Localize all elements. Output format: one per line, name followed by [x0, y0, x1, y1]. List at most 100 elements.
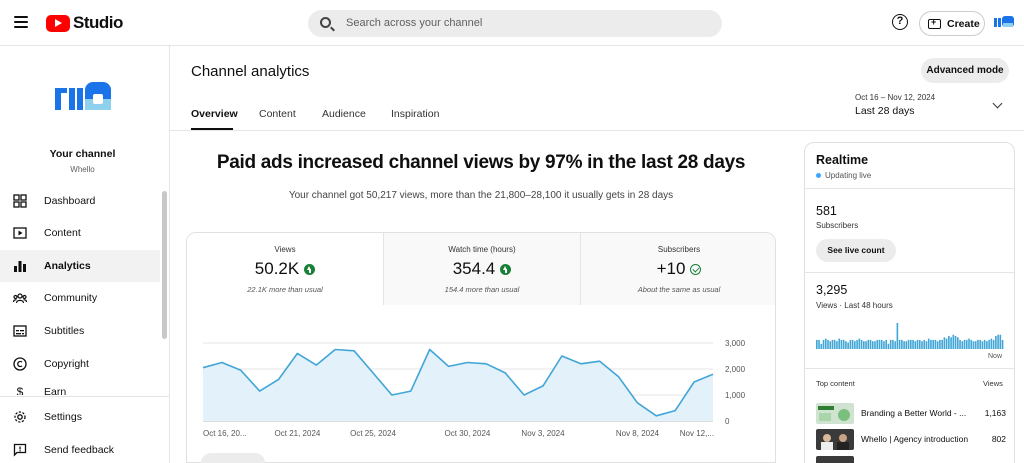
- realtime-bar: [885, 339, 887, 349]
- realtime-bar: [831, 339, 834, 349]
- realtime-bar: [997, 334, 999, 349]
- sidebar-item-subtitles[interactable]: Subtitles: [0, 315, 160, 347]
- realtime-bar: [898, 339, 901, 349]
- sidebar-item-send-feedback[interactable]: Send feedback: [0, 434, 160, 463]
- realtime-subscribers: 581: [816, 204, 837, 218]
- content-icon: [13, 227, 27, 239]
- help-icon[interactable]: ?: [892, 14, 908, 30]
- realtime-bar: [887, 343, 890, 349]
- date-range: Oct 16 – Nov 12, 2024: [855, 93, 936, 102]
- realtime-bar: [858, 338, 861, 349]
- see-more-button[interactable]: [201, 453, 265, 463]
- metric-tab-subscribers[interactable]: Subscribers +10 About the same as usual: [581, 233, 775, 305]
- metric-label: Watch time (hours): [448, 245, 516, 254]
- tab-overview[interactable]: Overview: [191, 108, 238, 120]
- realtime-bar: [876, 339, 879, 349]
- tab-content[interactable]: Content: [259, 108, 296, 120]
- realtime-bar: [818, 339, 820, 349]
- top-content-row[interactable]: [816, 456, 1006, 463]
- realtime-bar: [934, 339, 937, 349]
- top-bar: Studio Search across your channel ? Crea…: [0, 0, 1024, 46]
- x-tick-label: Nov 8, 2024: [616, 429, 660, 438]
- sidebar-item-analytics[interactable]: Analytics: [0, 250, 160, 282]
- realtime-now-label: Now: [988, 353, 1003, 360]
- metric-value: +10: [656, 259, 686, 278]
- realtime-bar: [921, 341, 923, 349]
- live-dot-icon: [816, 173, 821, 178]
- advanced-mode-button[interactable]: Advanced mode: [921, 58, 1009, 83]
- active-tab-indicator: [191, 128, 233, 130]
- realtime-bar: [878, 339, 881, 349]
- realtime-bar: [925, 341, 928, 349]
- realtime-bar: [981, 341, 984, 349]
- realtime-views-label: Views · Last 48 hours: [816, 301, 893, 310]
- realtime-bar: [983, 339, 986, 349]
- metric-value: 50.2K: [254, 259, 300, 278]
- realtime-bar: [912, 339, 914, 349]
- studio-logo[interactable]: Studio: [46, 13, 123, 33]
- sidebar-item-earn[interactable]: $ Earn: [0, 380, 160, 395]
- realtime-bar: [943, 337, 946, 349]
- tab-audience[interactable]: Audience: [322, 108, 366, 120]
- search-icon: [320, 17, 331, 28]
- y-tick-label: 1,000: [725, 391, 746, 400]
- sidebar-item-label: Settings: [44, 411, 82, 423]
- realtime-bar: [842, 339, 845, 349]
- chart-series-line: [202, 348, 714, 417]
- menu-icon[interactable]: [14, 16, 28, 28]
- realtime-subscribers-label: Subscribers: [816, 221, 859, 230]
- account-avatar[interactable]: [994, 16, 1014, 30]
- realtime-bar: [871, 341, 874, 349]
- realtime-bar: [894, 341, 896, 349]
- realtime-bar: [995, 336, 997, 349]
- realtime-bar: [979, 339, 981, 349]
- realtime-bar: [865, 341, 867, 349]
- see-live-count-button[interactable]: See live count: [816, 239, 896, 262]
- earn-icon: $: [16, 385, 24, 395]
- realtime-bar: [990, 338, 993, 349]
- sidebar-item-community[interactable]: Community: [0, 282, 160, 314]
- realtime-bar: [939, 339, 941, 349]
- channel-logo[interactable]: [55, 82, 111, 116]
- realtime-bar: [954, 336, 957, 349]
- sidebar-item-copyright[interactable]: Copyright: [0, 348, 160, 380]
- views-chart[interactable]: 3,000 2,000 1,000 0 Oct 16, 20... Oct 21, 202…: [187, 305, 775, 463]
- chart-area: [203, 349, 713, 421]
- realtime-bar: [957, 337, 959, 349]
- realtime-bar: [952, 334, 955, 349]
- tab-inspiration[interactable]: Inspiration: [391, 108, 440, 120]
- realtime-bar: [824, 338, 827, 349]
- search-input[interactable]: Search across your channel: [308, 10, 722, 37]
- realtime-bar: [918, 339, 921, 349]
- realtime-bar-chart[interactable]: [816, 323, 1004, 349]
- sidebar-item-content[interactable]: Content: [0, 217, 160, 249]
- copyright-icon: [13, 357, 27, 371]
- realtime-bar: [932, 339, 934, 349]
- realtime-bar: [901, 339, 903, 349]
- sidebar-scrollbar[interactable]: [162, 191, 167, 339]
- create-label: Create: [947, 17, 980, 30]
- realtime-bar: [968, 338, 970, 349]
- create-button[interactable]: Create: [919, 11, 985, 36]
- sidebar-item-label: Send feedback: [44, 444, 115, 456]
- metric-tab-watch-time[interactable]: Watch time (hours) 354.4 154.4 more than…: [384, 233, 581, 305]
- top-content-row[interactable]: Whello | Agency introduction 802: [816, 429, 1006, 451]
- realtime-bar: [923, 339, 926, 349]
- community-icon: [13, 293, 27, 304]
- realtime-bar: [992, 339, 995, 349]
- sidebar-item-settings[interactable]: Settings: [0, 401, 160, 433]
- realtime-bar: [972, 341, 975, 349]
- sidebar-item-label: Analytics: [44, 260, 91, 272]
- video-thumbnail: [816, 403, 854, 424]
- trend-up-icon: [500, 263, 512, 275]
- realtime-bar: [822, 339, 825, 349]
- chevron-down-icon: [992, 98, 1003, 109]
- metric-tab-views[interactable]: Views 50.2K 22.1K more than usual: [187, 233, 384, 305]
- realtime-bar: [999, 334, 1002, 349]
- sidebar-item-dashboard[interactable]: Dashboard: [0, 185, 160, 217]
- top-content-views-header: Views: [983, 379, 1003, 388]
- top-content-row[interactable]: Branding a Better World - ... 1,163: [816, 403, 1006, 425]
- trend-up-icon: [304, 263, 316, 275]
- realtime-bar: [883, 341, 885, 349]
- realtime-bar: [988, 339, 990, 349]
